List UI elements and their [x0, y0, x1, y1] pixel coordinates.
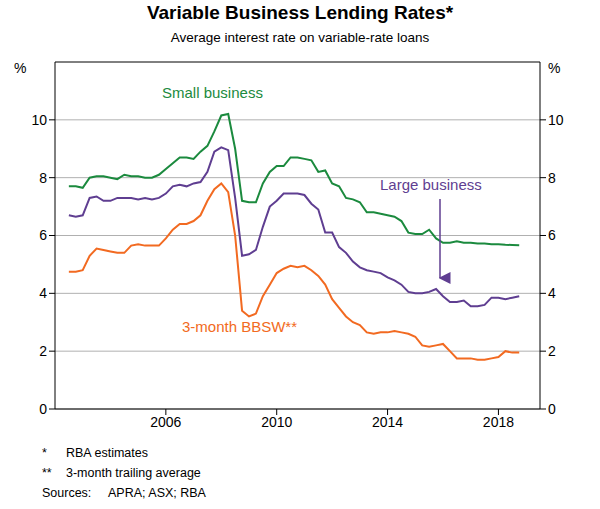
svg-text:2010: 2010 [261, 414, 292, 430]
html-text:APRA; ASX; RBA: APRA; ASX; RBA [108, 486, 206, 500]
html-text:Small business: Small business [162, 84, 263, 101]
svg-text:10: 10 [31, 112, 47, 128]
svg-text:2: 2 [548, 343, 556, 359]
svg-text:2018: 2018 [483, 414, 514, 430]
html-text:RBA estimates: RBA estimates [66, 446, 148, 460]
svg-text:6: 6 [548, 227, 556, 243]
svg-text:2006: 2006 [150, 414, 181, 430]
svg-text:4: 4 [39, 285, 47, 301]
html-text:Variable Business Lending Rate: Variable Business Lending Rates* [146, 2, 454, 23]
svg-text:2014: 2014 [372, 414, 403, 430]
svg-text:8: 8 [39, 170, 47, 186]
svg-text:4: 4 [548, 285, 556, 301]
html-text:3-month BBSW**: 3-month BBSW** [182, 318, 297, 335]
svg-text:0: 0 [548, 401, 556, 417]
html-text:Average interest rate on varia: Average interest rate on variable-rate l… [170, 30, 430, 45]
svg-text:0: 0 [39, 401, 47, 417]
html-text:Sources:: Sources: [42, 486, 92, 500]
html-text:3-month trailing average: 3-month trailing average [66, 466, 201, 480]
svg-text:8: 8 [548, 170, 556, 186]
html-text:Large business: Large business [380, 176, 482, 193]
svg-text:6: 6 [39, 227, 47, 243]
svg-text:2: 2 [39, 343, 47, 359]
svg-text:10: 10 [548, 112, 564, 128]
